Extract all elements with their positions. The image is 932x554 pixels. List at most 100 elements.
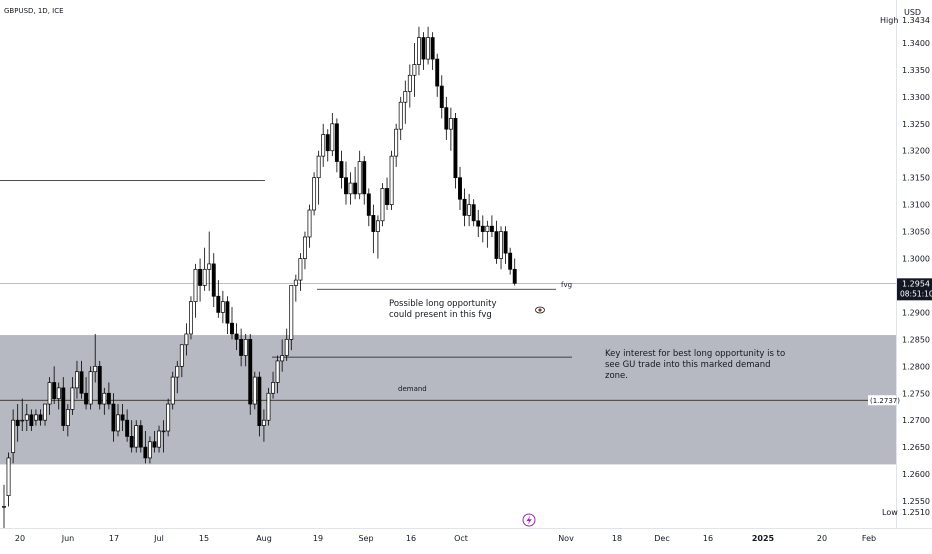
- candle-body[interactable]: [52, 382, 57, 400]
- candle-body[interactable]: [284, 339, 289, 356]
- candle-body[interactable]: [462, 198, 467, 216]
- candle-body[interactable]: [398, 101, 403, 130]
- candle-body[interactable]: [380, 188, 385, 222]
- candle-body[interactable]: [248, 339, 253, 405]
- candle-body[interactable]: [179, 344, 184, 367]
- candle-body[interactable]: [261, 419, 266, 426]
- candle-body[interactable]: [321, 134, 326, 157]
- candle-body[interactable]: [175, 365, 180, 378]
- candle-body[interactable]: [453, 118, 458, 179]
- candle-body[interactable]: [147, 441, 152, 459]
- candle-body[interactable]: [407, 74, 412, 92]
- candle-body[interactable]: [157, 430, 161, 448]
- candle-body[interactable]: [412, 64, 417, 76]
- candle-body[interactable]: [435, 58, 440, 87]
- candle-body[interactable]: [79, 371, 84, 394]
- candle-body[interactable]: [84, 392, 89, 405]
- candle-body[interactable]: [43, 403, 47, 421]
- candle-body[interactable]: [366, 193, 371, 216]
- candle-body[interactable]: [417, 37, 421, 65]
- candle-body[interactable]: [307, 209, 312, 238]
- candle-body[interactable]: [15, 419, 20, 426]
- candle-body[interactable]: [184, 333, 189, 346]
- candle-body[interactable]: [129, 436, 134, 448]
- candle-body[interactable]: [298, 258, 303, 281]
- candle-body[interactable]: [6, 457, 11, 497]
- candle-body[interactable]: [143, 446, 148, 459]
- candle-body[interactable]: [348, 182, 353, 195]
- candle-body[interactable]: [220, 301, 225, 313]
- candle-body[interactable]: [458, 177, 462, 200]
- candle-body[interactable]: [325, 134, 330, 152]
- currency-label[interactable]: USD: [904, 8, 921, 17]
- candle-body[interactable]: [339, 161, 344, 179]
- candle-body[interactable]: [394, 128, 399, 157]
- candle-body[interactable]: [202, 268, 207, 286]
- candle-body[interactable]: [485, 225, 490, 232]
- candle-body[interactable]: [102, 392, 107, 405]
- candle-body[interactable]: [2, 506, 6, 508]
- candle-body[interactable]: [170, 376, 175, 405]
- candle-body[interactable]: [106, 392, 111, 405]
- candle-body[interactable]: [125, 419, 130, 437]
- candle-body[interactable]: [353, 182, 358, 195]
- candle-body[interactable]: [47, 382, 52, 405]
- candle-body[interactable]: [312, 177, 317, 211]
- candle-body[interactable]: [448, 118, 453, 130]
- candle-body[interactable]: [29, 414, 34, 426]
- candle-body[interactable]: [303, 236, 307, 259]
- candle-body[interactable]: [134, 425, 139, 448]
- candle-body[interactable]: [362, 161, 367, 195]
- candle-body[interactable]: [211, 263, 216, 297]
- candle-body[interactable]: [476, 220, 481, 227]
- candle-body[interactable]: [289, 285, 294, 340]
- candle-body[interactable]: [280, 355, 285, 362]
- candle-body[interactable]: [426, 37, 431, 60]
- candle-body[interactable]: [152, 441, 157, 448]
- candle-body[interactable]: [75, 371, 79, 389]
- candle-body[interactable]: [357, 161, 362, 195]
- candle-body[interactable]: [70, 387, 75, 410]
- candle-body[interactable]: [389, 155, 394, 205]
- candle-body[interactable]: [61, 387, 66, 426]
- candle-body[interactable]: [403, 91, 408, 103]
- candle-body[interactable]: [512, 268, 517, 284]
- candle-body[interactable]: [275, 360, 280, 383]
- price-axis[interactable]: 1.2550 1.2600 1.2650 1.2700 1.2750 1.2800 1.28…: [902, 39, 930, 506]
- candle-body[interactable]: [316, 155, 321, 179]
- candle-body[interactable]: [138, 425, 143, 448]
- candle-body[interactable]: [371, 215, 376, 232]
- time-axis[interactable]: 20 Jun 17 Jul 15 Aug 19 Sep 16 Oct Nov 18 Dec 16 2025 2…: [15, 534, 876, 543]
- candle-body[interactable]: [230, 322, 234, 335]
- candle-body[interactable]: [111, 403, 116, 432]
- candle-body[interactable]: [56, 387, 61, 400]
- candle-body[interactable]: [243, 339, 248, 356]
- candle-body[interactable]: [257, 376, 262, 426]
- candle-body[interactable]: [252, 376, 257, 405]
- candle-body[interactable]: [97, 365, 102, 405]
- candle-body[interactable]: [385, 188, 389, 205]
- candle-body[interactable]: [207, 263, 212, 270]
- candle-body[interactable]: [344, 177, 348, 195]
- candle-body[interactable]: [166, 403, 171, 432]
- candle-body[interactable]: [489, 225, 494, 232]
- candle-body[interactable]: [93, 365, 98, 373]
- candle-body[interactable]: [439, 85, 444, 108]
- candle-body[interactable]: [266, 392, 271, 421]
- candle-body[interactable]: [120, 414, 125, 421]
- candle-body[interactable]: [503, 231, 508, 254]
- candle-body[interactable]: [11, 419, 16, 453]
- eye-icon[interactable]: [535, 306, 545, 314]
- candle-body[interactable]: [430, 37, 435, 60]
- candle-body[interactable]: [508, 252, 513, 270]
- candle-body[interactable]: [38, 414, 43, 421]
- candle-body[interactable]: [499, 231, 503, 259]
- candle-body[interactable]: [216, 295, 221, 313]
- candle-body[interactable]: [421, 37, 426, 60]
- candle-body[interactable]: [189, 301, 193, 335]
- candle-body[interactable]: [330, 123, 335, 152]
- candle-body[interactable]: [467, 204, 472, 216]
- candle-body[interactable]: [293, 279, 298, 286]
